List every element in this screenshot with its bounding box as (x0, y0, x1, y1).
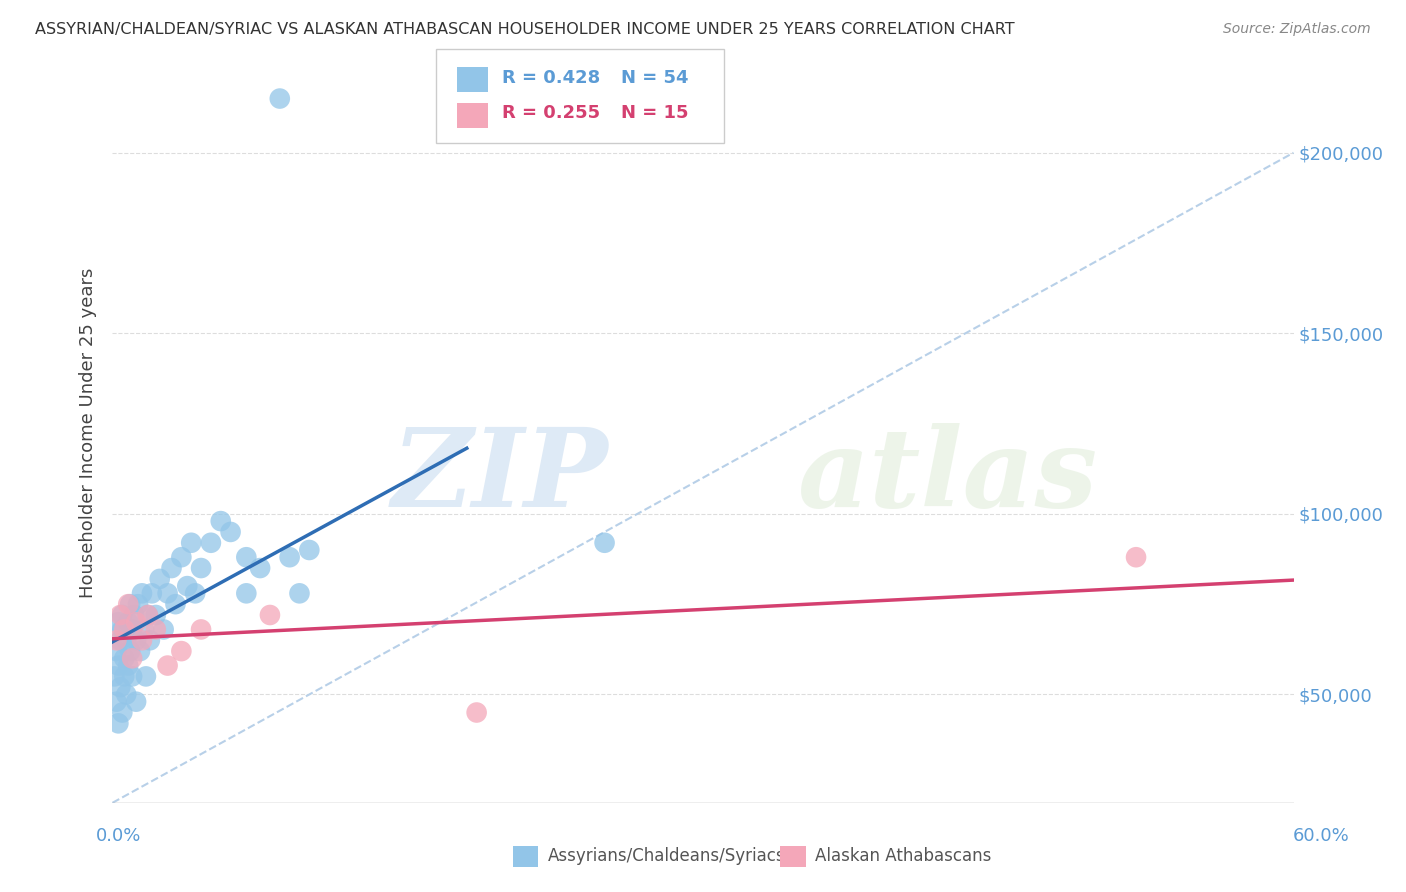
Text: 60.0%: 60.0% (1294, 827, 1350, 845)
Point (120, 597, 142, 611)
Point (129, 644, 152, 658)
Point (105, 633, 128, 648)
Point (112, 669, 135, 683)
Point (288, 586, 311, 600)
Point (141, 586, 163, 600)
Point (105, 644, 128, 658)
Point (152, 623, 174, 637)
Point (139, 633, 162, 648)
Point (200, 535, 222, 549)
Point (125, 695, 148, 709)
Point (160, 561, 183, 575)
Point (112, 651, 135, 665)
Point (120, 644, 142, 658)
Point (170, 550, 193, 565)
Point (110, 607, 132, 622)
Point (122, 607, 145, 622)
Point (136, 607, 159, 622)
Text: R = 0.428: R = 0.428 (502, 69, 600, 87)
Text: atlas: atlas (797, 424, 1098, 531)
Text: Source: ZipAtlas.com: Source: ZipAtlas.com (1223, 22, 1371, 37)
Point (180, 535, 202, 549)
Point (465, 706, 488, 720)
Point (110, 680, 132, 694)
Point (121, 623, 143, 637)
Text: Alaskan Athabascans: Alaskan Athabascans (815, 847, 991, 865)
Point (135, 669, 157, 683)
Point (156, 586, 179, 600)
Point (219, 524, 242, 539)
Text: N = 15: N = 15 (621, 104, 689, 122)
Point (235, 586, 257, 600)
Point (125, 633, 148, 648)
Point (298, 543, 321, 558)
Point (184, 586, 207, 600)
Point (593, 535, 616, 549)
Point (176, 579, 198, 593)
Point (117, 658, 139, 673)
Point (127, 597, 149, 611)
Point (121, 651, 143, 665)
Point (111, 623, 134, 637)
Text: ASSYRIAN/CHALDEAN/SYRIAC VS ALASKAN ATHABASCAN HOUSEHOLDER INCOME UNDER 25 YEARS: ASSYRIAN/CHALDEAN/SYRIAC VS ALASKAN ATHA… (35, 22, 1015, 37)
Point (145, 607, 167, 622)
Point (136, 607, 159, 622)
Point (117, 597, 139, 611)
Point (117, 615, 139, 630)
Point (111, 607, 134, 622)
Point (115, 688, 138, 702)
Text: ZIP: ZIP (392, 424, 609, 531)
Point (131, 633, 153, 648)
Point (125, 615, 148, 630)
Point (112, 623, 135, 637)
Point (149, 572, 172, 586)
Text: N = 54: N = 54 (621, 69, 689, 87)
Text: 0.0%: 0.0% (96, 827, 141, 845)
Point (278, 550, 301, 565)
Point (165, 597, 187, 611)
Point (156, 658, 179, 673)
Point (235, 550, 257, 565)
Point (105, 695, 128, 709)
Y-axis label: Householder Income Under 25 years: Householder Income Under 25 years (79, 268, 97, 598)
Point (209, 514, 232, 528)
Point (107, 716, 129, 731)
Point (107, 658, 129, 673)
Point (249, 561, 271, 575)
Point (111, 706, 134, 720)
Point (145, 623, 167, 637)
Point (115, 633, 138, 648)
Point (170, 644, 193, 658)
Point (103, 669, 125, 683)
Text: R = 0.255: R = 0.255 (502, 104, 600, 122)
Point (110, 633, 132, 648)
Point (190, 561, 212, 575)
Point (190, 623, 212, 637)
Point (269, 91, 291, 105)
Text: Assyrians/Chaldeans/Syriacs: Assyrians/Chaldeans/Syriacs (548, 847, 786, 865)
Point (132, 623, 155, 637)
Point (259, 607, 281, 622)
Point (107, 615, 129, 630)
Point (1125, 550, 1147, 565)
Point (131, 586, 153, 600)
Point (121, 669, 143, 683)
